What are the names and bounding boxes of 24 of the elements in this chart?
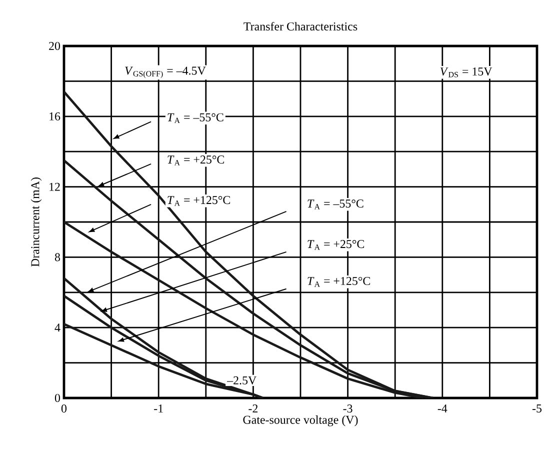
x-axis-title: Gate-source voltage (V) <box>243 415 358 426</box>
annotation: T$_{A}$ = +125°C <box>308 276 370 287</box>
y-tick-label: 8 <box>54 253 60 262</box>
annotation: T$_{A}$ = +25°C <box>168 156 224 166</box>
annotation: V$_{DS}$ = 15V <box>440 68 492 78</box>
annotation: T$_{A}$ = +25°C <box>308 240 364 250</box>
x-tick-label: -5 <box>532 404 542 412</box>
annotation: T$_{A}$ = –55°C <box>168 113 224 124</box>
y-tick-label: 0 <box>54 394 60 402</box>
y-tick-label: 20 <box>49 42 60 50</box>
annotation: T$_{A}$ = –55°C <box>308 200 364 210</box>
x-tick-label: -1 <box>154 404 163 412</box>
y-tick-label: 4 <box>54 324 60 332</box>
annotation: –2.5V <box>226 376 256 384</box>
x-tick-label: -4 <box>438 404 448 412</box>
x-tick-label: -3 <box>343 404 352 413</box>
y-tick-label: 12 <box>50 182 60 191</box>
annotation: V$_{GS(OFF)}$ = –4.5V <box>125 66 206 78</box>
chart-title: Transfer Characteristics <box>244 22 358 30</box>
x-tick-label: -2 <box>248 404 258 412</box>
annotation: T$_{A}$ = +125°C <box>168 196 230 206</box>
y-axis-title: Draincurrent (mA) <box>30 178 42 267</box>
x-tick-label: 0 <box>61 404 67 413</box>
y-tick-label: 16 <box>50 112 60 120</box>
